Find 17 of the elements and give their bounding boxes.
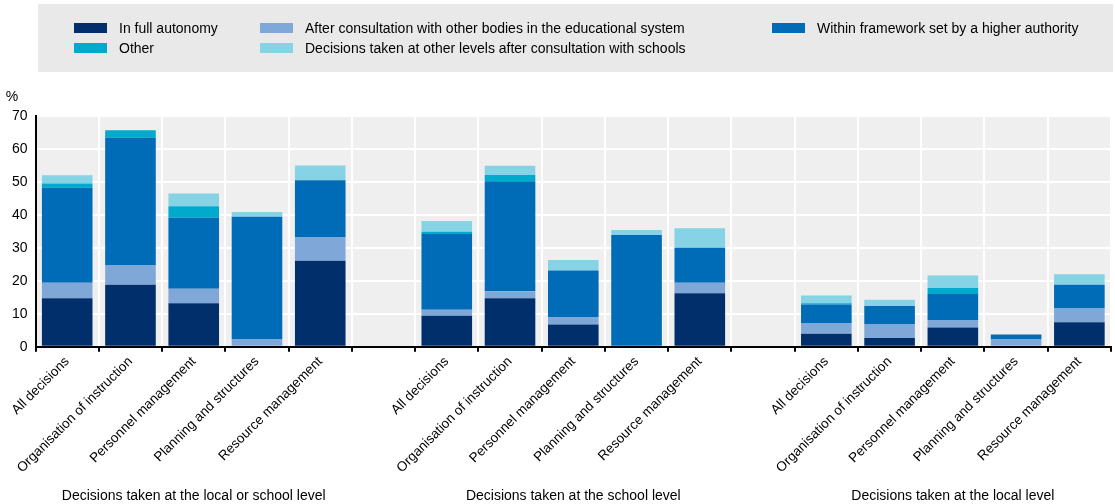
legend-label: In full autonomy xyxy=(119,20,218,36)
y-tick-label: 60 xyxy=(11,139,28,156)
y-tick-label: 50 xyxy=(11,172,28,189)
y-tick-label: 10 xyxy=(11,304,28,321)
legend-label: After consultation with other bodies in the educational system xyxy=(305,20,685,36)
text: Decisions taken at the local level xyxy=(851,486,1055,503)
text: Decisions taken at the school level xyxy=(465,486,681,503)
y-tick-label: 70 xyxy=(11,106,28,123)
legend-label: Within framework set by a higher authority xyxy=(817,20,1079,36)
text: Decisions taken at the local or school level xyxy=(61,486,326,503)
y-tick-label: 30 xyxy=(11,238,28,255)
legend-label: Decisions taken at other levels after consultation with schools xyxy=(305,40,686,56)
y-axis-title: % xyxy=(5,87,19,104)
y-tick-label: 0 xyxy=(19,337,28,354)
y-tick-label: 40 xyxy=(11,205,28,222)
y-tick-label: 20 xyxy=(11,271,28,288)
legend-label: Other xyxy=(119,40,155,56)
